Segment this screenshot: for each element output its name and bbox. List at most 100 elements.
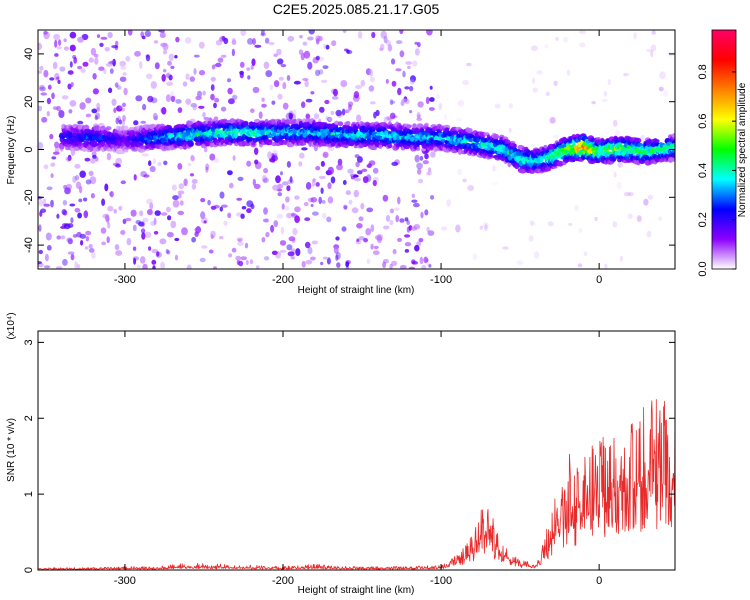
spectrogram-noise-cell bbox=[94, 115, 99, 121]
spectrogram-ridge-cell bbox=[268, 141, 273, 146]
spectrogram-noise-cell bbox=[168, 53, 174, 62]
spectrogram-noise-cell bbox=[658, 216, 663, 221]
spectrogram-noise-cell bbox=[151, 259, 157, 265]
spectrogram-noise-cell bbox=[577, 263, 583, 268]
spectrogram-noise-cell bbox=[387, 44, 393, 52]
spectrogram-noise-cell bbox=[408, 85, 414, 92]
spectrogram-ridge-cell bbox=[557, 161, 564, 167]
spectrogram-noise-cell bbox=[360, 202, 365, 210]
spectrogram-noise-cell bbox=[303, 201, 309, 207]
spectrogram-noise-cell bbox=[185, 73, 190, 80]
spectrogram-noise-cell bbox=[532, 87, 538, 93]
spectrogram-noise-cell bbox=[166, 72, 171, 77]
spectrogram-noise-cell bbox=[566, 69, 571, 76]
spectrogram-noise-cell bbox=[479, 225, 483, 230]
snr-y-ticks: 0 1 2 3 bbox=[23, 339, 675, 573]
spectrogram-noise-cell bbox=[313, 113, 320, 120]
spectrogram-ridge-cell bbox=[272, 131, 276, 137]
spectrogram-noise-cell bbox=[250, 108, 255, 113]
spectrogram-noise-cell bbox=[72, 175, 77, 183]
spectrogram-noise-cell bbox=[200, 198, 206, 203]
spectrogram-noise-cell bbox=[245, 259, 249, 266]
spectrogram-noise-cell bbox=[93, 53, 99, 58]
spectrogram-noise-cell bbox=[650, 49, 654, 58]
spectrogram-noise-cell bbox=[237, 241, 244, 246]
spectrogram-ridge-cell bbox=[251, 141, 256, 146]
spectrogram-noise-cell bbox=[170, 220, 177, 229]
spectrogram-noise-cell bbox=[411, 193, 415, 198]
spectrogram-noise-cell bbox=[399, 218, 405, 223]
spectrogram-ridge-cell bbox=[123, 125, 129, 131]
spectrogram-noise-cell bbox=[39, 210, 43, 217]
spectrogram-noise-cell bbox=[310, 256, 316, 261]
spectrogram-noise-cell bbox=[52, 61, 58, 70]
spectrogram-noise-cell bbox=[360, 79, 366, 87]
spectrogram-noise-cell bbox=[392, 248, 397, 255]
spectrogram-noise-cell bbox=[342, 30, 347, 34]
spectrogram-noise-cell bbox=[177, 163, 183, 170]
spectrogram-noise-cell bbox=[271, 250, 278, 255]
spectrogram-noise-cell bbox=[390, 100, 396, 104]
spectrogram-noise-cell bbox=[276, 48, 282, 56]
spectrogram-noise-cell bbox=[391, 260, 398, 266]
spectrogram-ridge-cell bbox=[234, 142, 239, 147]
spectrogram-noise-cell bbox=[333, 246, 339, 254]
spectrogram-noise-cell bbox=[172, 199, 180, 208]
spectrogram-noise-cell bbox=[366, 207, 374, 213]
spectrogram-noise-cell bbox=[399, 30, 404, 35]
spectrogram-noise-cell bbox=[88, 244, 93, 249]
spectrogram-noise-cell bbox=[174, 55, 178, 59]
spectrogram-noise-cell bbox=[110, 60, 115, 64]
spectrogram-noise-cell bbox=[333, 88, 338, 97]
spectrogram-noise-cell bbox=[125, 55, 131, 62]
spectrogram-noise-cell bbox=[249, 259, 254, 265]
spectrogram-noise-cell bbox=[213, 102, 217, 109]
spectrogram-noise-cell bbox=[336, 262, 341, 268]
spectrogram-noise-cell bbox=[50, 199, 54, 208]
spectrogram-noise-cell bbox=[154, 210, 161, 216]
spectrogram-noise-cell bbox=[240, 256, 247, 261]
spectrogram-noise-cell bbox=[277, 93, 283, 100]
spectrogram-noise-cell bbox=[210, 93, 215, 101]
spectrogram-noise-cell bbox=[427, 230, 435, 236]
spectrogram-noise-cell bbox=[170, 91, 174, 98]
spectrogram-ridge-cell bbox=[337, 121, 344, 127]
spectrogram-ridge-cell bbox=[493, 133, 500, 140]
spectrogram-noise-cell bbox=[177, 107, 183, 113]
spectrogram-noise-cell bbox=[215, 39, 222, 46]
spectrogram-noise-cell bbox=[63, 46, 69, 51]
spectrogram-noise-cell bbox=[327, 117, 333, 121]
spectrogram-noise-cell bbox=[70, 253, 75, 261]
spectrogram-noise-cell bbox=[397, 196, 401, 205]
colorbar-tick-label: 0.6 bbox=[697, 114, 709, 129]
spectrogram-ridge-cell bbox=[330, 132, 336, 136]
spectrogram-noise-cell bbox=[57, 79, 61, 84]
spectrogram-noise-cell bbox=[265, 70, 273, 78]
spectrogram-noise-cell bbox=[75, 174, 80, 181]
spectrogram-ridge-cell bbox=[416, 146, 421, 151]
spectrogram-noise-cell bbox=[116, 85, 122, 90]
spectrogram-noise-cell bbox=[60, 235, 66, 240]
spectrogram-noise-cell bbox=[38, 42, 42, 50]
spectrogram-ridge-cell bbox=[457, 149, 463, 155]
spectrogram-noise-cell bbox=[368, 85, 375, 92]
spectrogram-noise-cell bbox=[54, 72, 60, 81]
spectrogram-noise-cell bbox=[193, 68, 197, 75]
spectrogram-noise-cell bbox=[530, 222, 537, 227]
spectrogram-noise-cell bbox=[237, 176, 244, 181]
spectrogram-noise-cell bbox=[353, 174, 359, 178]
spectrogram-noise-cell bbox=[529, 220, 535, 226]
spectrogram-noise-cell bbox=[616, 181, 622, 189]
spectrogram-noise-cell bbox=[530, 45, 538, 51]
spectrogram-noise-cell bbox=[80, 240, 84, 246]
spectrogram-noise-cell bbox=[113, 107, 117, 113]
spectrogram-noise-cell bbox=[270, 224, 275, 233]
spectrogram-noise-cell bbox=[279, 249, 287, 253]
spectrogram-noise-cell bbox=[319, 106, 325, 113]
spectrogram-noise-cell bbox=[85, 230, 92, 236]
spectrogram-noise-cell bbox=[491, 182, 498, 186]
spectrogram-noise-cell bbox=[663, 90, 669, 97]
spectrogram-noise-cell bbox=[152, 112, 158, 121]
spectrogram-noise-cell bbox=[98, 66, 105, 71]
